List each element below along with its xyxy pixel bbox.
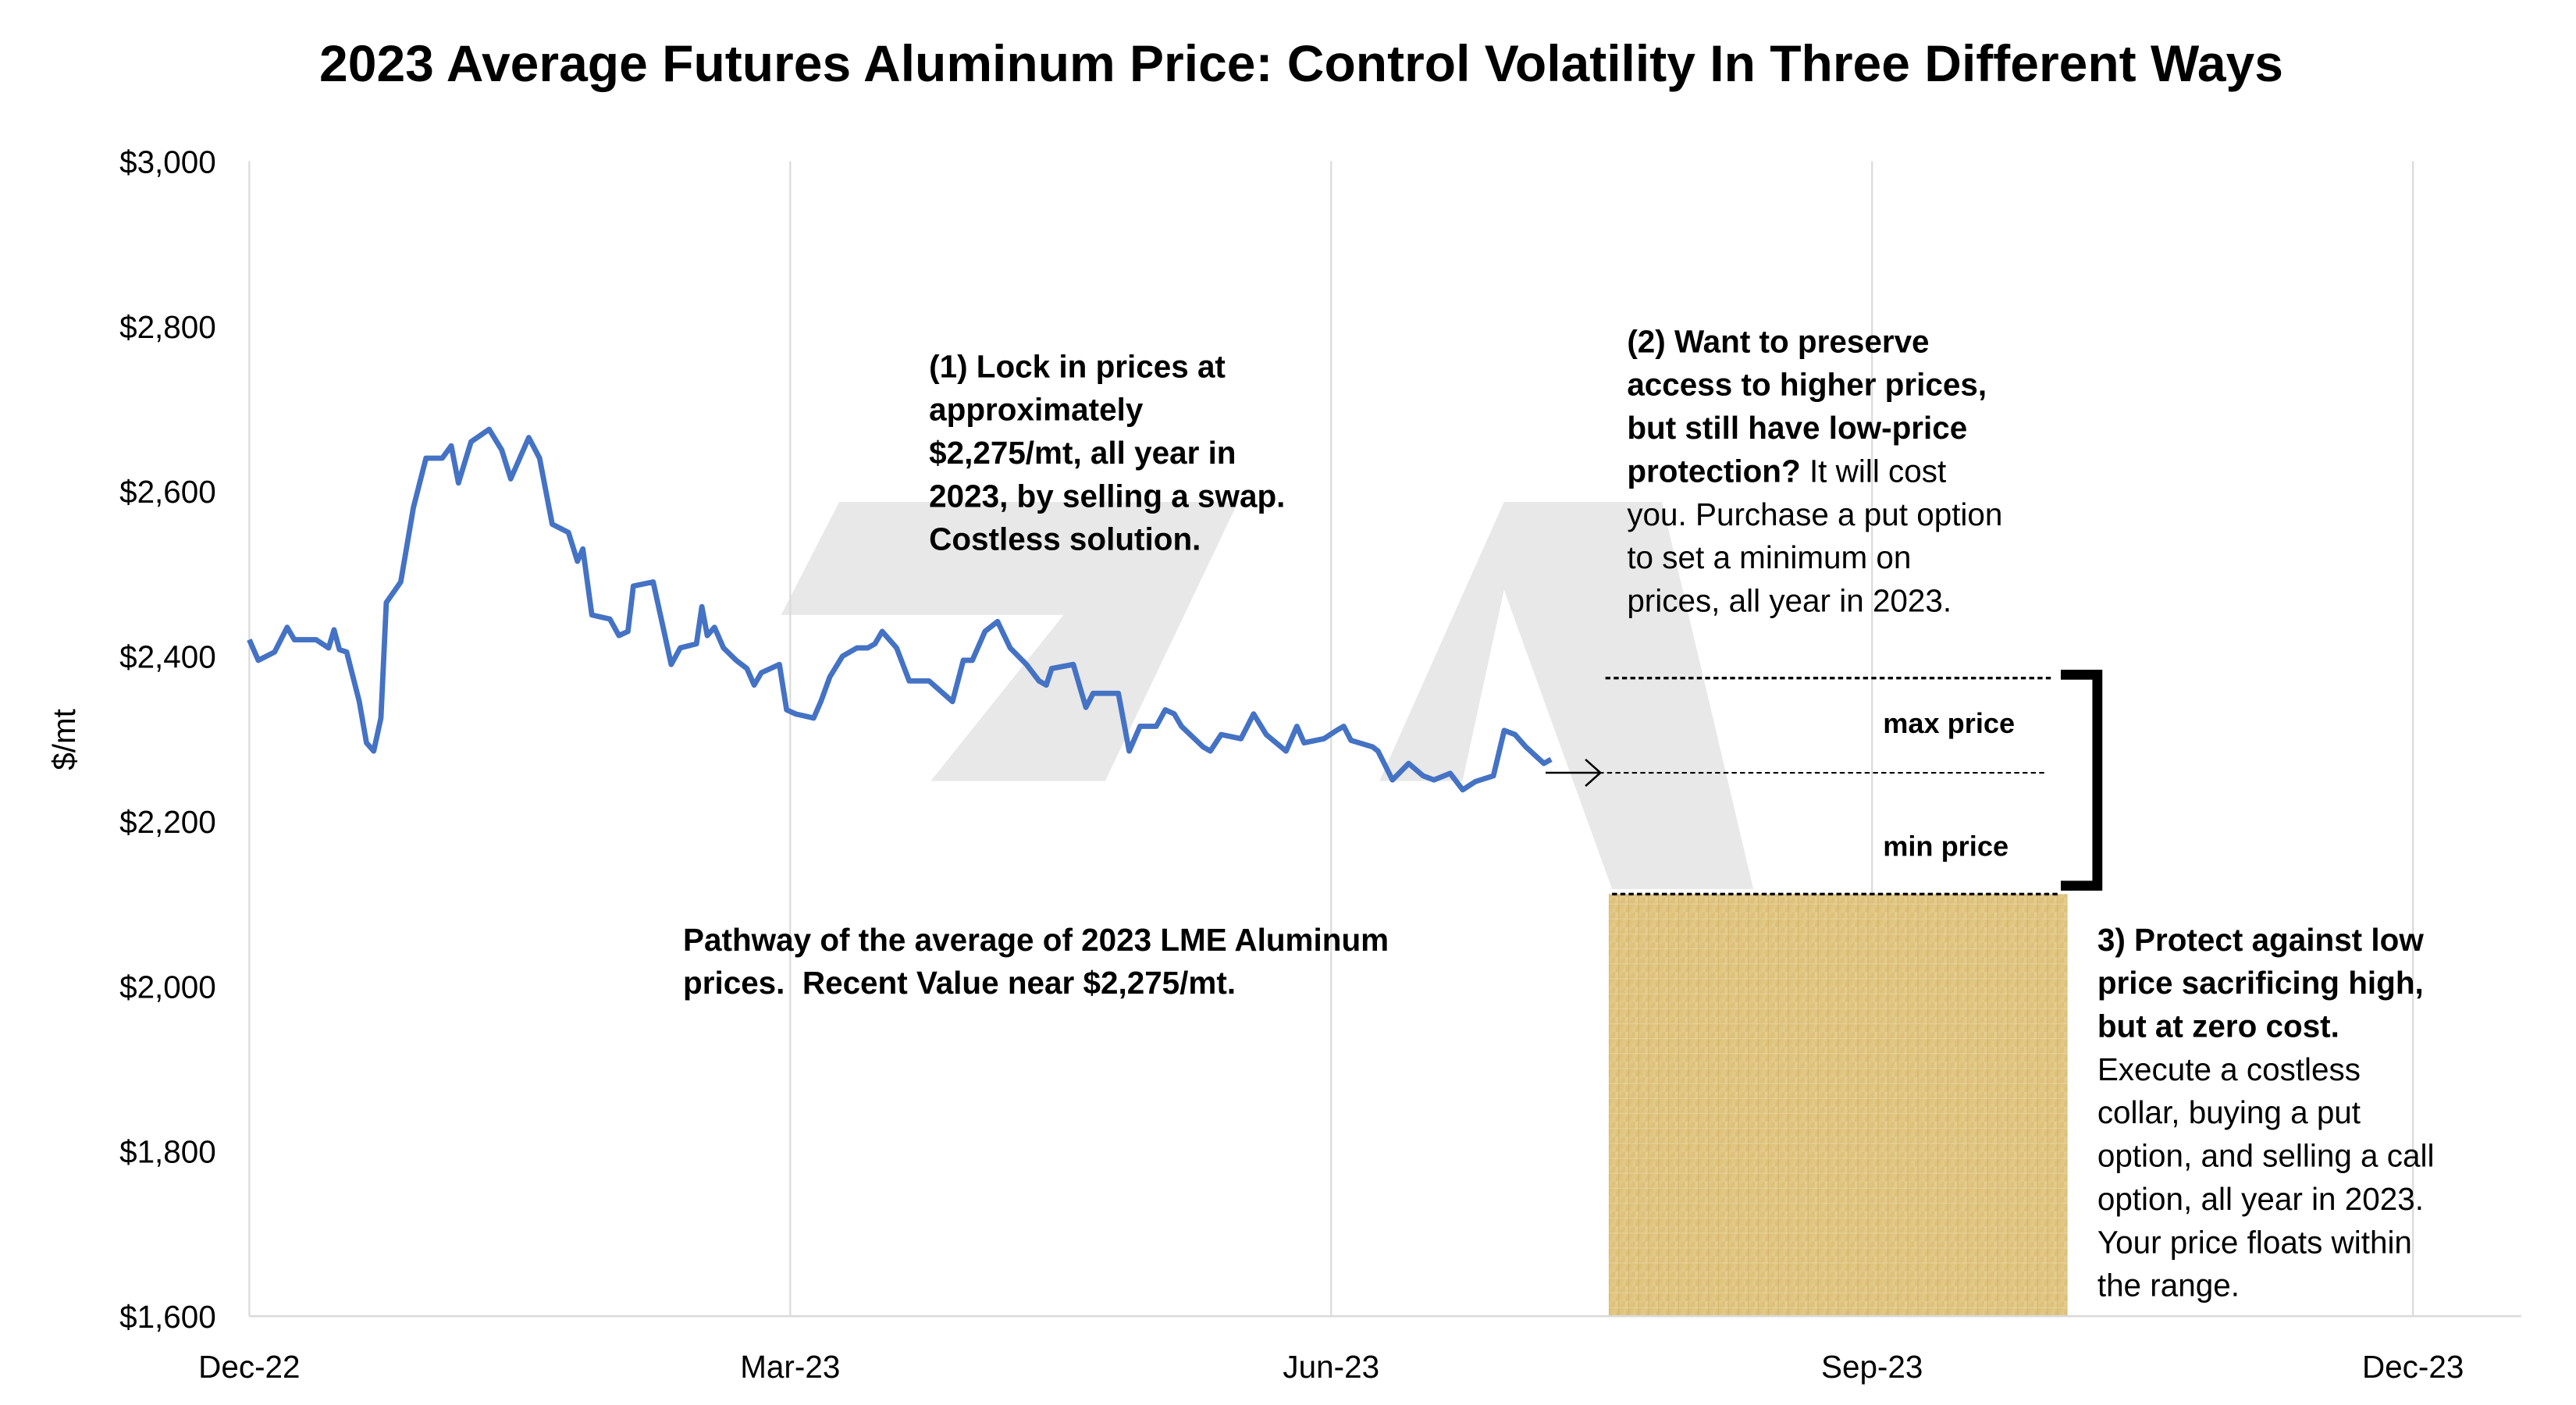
annotation-line: but still have low-price xyxy=(1627,410,1967,446)
collar-range-box xyxy=(1608,894,2068,1317)
annotation-line: Execute a costless xyxy=(2097,1051,2361,1087)
annotation-text: protection? xyxy=(1627,453,1800,489)
annotation-text: Pathway of the average of 2023 LME Alumi… xyxy=(683,922,1389,958)
annotation-text: collar, buying a put xyxy=(2097,1094,2361,1130)
annotation-line: Your price floats within xyxy=(2097,1224,2412,1260)
annotation-text: but at zero cost. xyxy=(2097,1008,2339,1044)
annotation-line: option, all year in 2023. xyxy=(2097,1181,2424,1217)
annotation-line: price sacrificing high, xyxy=(2097,965,2424,1001)
arrow xyxy=(1546,759,1603,787)
price-line xyxy=(247,426,1553,793)
annotation-line: prices. Recent Value near $2,275/mt. xyxy=(683,965,1236,1001)
annotation-line: Pathway of the average of 2023 LME Alumi… xyxy=(683,922,1389,958)
annotation-text: (2) Want to preserve xyxy=(1627,323,1929,359)
x-tick-label: Dec-22 xyxy=(198,1349,300,1385)
annotation-text: (1) Lock in prices at xyxy=(929,348,1226,384)
x-tick-label: Sep-23 xyxy=(1821,1349,1923,1385)
annotation-text: Your price floats within xyxy=(2097,1224,2412,1260)
y-axis-label: $/mt xyxy=(46,709,82,770)
annotation-line: (1) Lock in prices at xyxy=(929,348,1226,384)
y-tick-label: $2,600 xyxy=(119,474,216,510)
annotation-line: option, and selling a call xyxy=(2097,1138,2435,1174)
annotation-line: protection? It will cost xyxy=(1627,453,1946,489)
x-tick-label: Mar-23 xyxy=(740,1349,840,1385)
annotation-line: $2,275/mt, all year in xyxy=(929,435,1236,471)
x-tick-label: Dec-23 xyxy=(2362,1349,2464,1385)
annotation-line: 2023, by selling a swap. xyxy=(929,478,1285,514)
annotation-line: 3) Protect against low xyxy=(2097,922,2424,958)
annotation-text: Costless solution. xyxy=(929,521,1201,557)
min-price-label: min price xyxy=(1883,830,2008,862)
watermark xyxy=(781,501,1754,890)
annotation-line: the range. xyxy=(2097,1268,2240,1304)
annotation-text: option, and selling a call xyxy=(2097,1138,2435,1174)
y-tick-label: $3,000 xyxy=(119,144,216,180)
annotation-line: (2) Want to preserve xyxy=(1627,323,1929,359)
annotation-text: the range. xyxy=(2097,1268,2240,1304)
y-tick-label: $1,600 xyxy=(119,1299,216,1335)
y-tick-label: $2,200 xyxy=(119,804,216,840)
annotation-line: but at zero cost. xyxy=(2097,1008,2339,1044)
y-tick-label: $2,800 xyxy=(119,309,216,345)
annotation-text: approximately xyxy=(929,392,1144,428)
annotation-text: but still have low-price xyxy=(1627,410,1967,446)
annotation-text: prices. Recent Value near $2,275/mt. xyxy=(683,965,1236,1001)
annotation-line: collar, buying a put xyxy=(2097,1094,2361,1130)
range-bracket xyxy=(2061,670,2103,891)
annotation-text: prices, all year in 2023. xyxy=(1627,582,1952,618)
annotation-text: 3) Protect against low xyxy=(2097,922,2424,958)
max-price-label: max price xyxy=(1883,707,2015,739)
x-tick-label: Jun-23 xyxy=(1283,1349,1379,1385)
annotation-text: $2,275/mt, all year in xyxy=(929,435,1236,471)
annotation-text: It will cost xyxy=(1801,453,1947,489)
annotation-line: to set a minimum on xyxy=(1627,539,1911,575)
annotation-text: access to higher prices, xyxy=(1627,367,1987,403)
annotation-line: access to higher prices, xyxy=(1627,367,1987,403)
annotation-line: approximately xyxy=(929,392,1144,428)
y-tick-label: $2,000 xyxy=(119,969,216,1005)
annotation-line: you. Purchase a put option xyxy=(1627,496,2002,532)
annotation-text: 2023, by selling a swap. xyxy=(929,478,1285,514)
y-tick-label: $1,800 xyxy=(119,1134,216,1170)
annotation-text: to set a minimum on xyxy=(1627,539,1911,575)
annotation-line: Costless solution. xyxy=(929,521,1201,557)
chart-title: 2023 Average Futures Aluminum Price: Con… xyxy=(319,34,2283,92)
annotation-text: price sacrificing high, xyxy=(2097,965,2424,1001)
y-tick-label: $2,400 xyxy=(119,639,216,675)
annotation-text: option, all year in 2023. xyxy=(2097,1181,2424,1217)
annotation-line: prices, all year in 2023. xyxy=(1627,582,1952,618)
annotation-text: you. Purchase a put option xyxy=(1627,496,2002,532)
annotation-text: Execute a costless xyxy=(2097,1051,2361,1087)
